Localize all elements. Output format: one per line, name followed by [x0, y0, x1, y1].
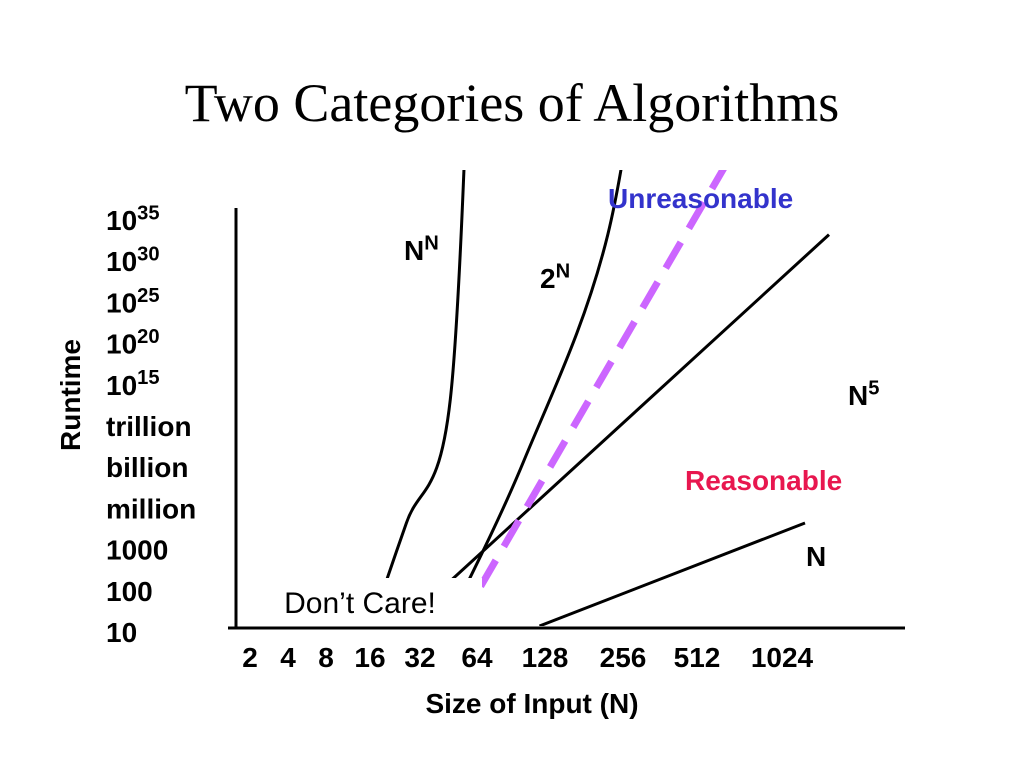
x-tick-label: 256	[600, 642, 647, 673]
unreasonable-label: Unreasonable	[608, 183, 793, 214]
y-tick-label: 1020	[106, 326, 160, 360]
page-title: Two Categories of Algorithms	[184, 73, 840, 133]
y-tick-label: 1035	[106, 202, 160, 236]
y-tick-label: 1000	[106, 535, 168, 566]
x-tick-label: 8	[318, 642, 334, 673]
series-n-to-the-n-label: NN	[404, 232, 439, 266]
y-tick-label: 1015	[106, 367, 160, 401]
x-tick-label: 2	[242, 642, 258, 673]
y-tick-label: 1025	[106, 285, 160, 319]
y-tick-label: 1030	[106, 244, 160, 278]
series-n-to-the-5-line	[422, 233, 831, 607]
series-n-to-the-n-line	[369, 170, 466, 626]
x-tick-label: 4	[280, 642, 296, 673]
series-n-line	[538, 521, 806, 626]
x-tick-label: 16	[354, 642, 385, 673]
y-tick-label: million	[106, 493, 196, 524]
series-2-to-the-n-label: 2N	[540, 260, 570, 294]
reasonable-boundary-line	[454, 170, 727, 626]
y-tick-label: billion	[106, 452, 188, 483]
dont-care-label: Don’t Care!	[284, 587, 436, 620]
series-n-to-the-5-label: N5	[848, 377, 879, 411]
dont-care-box	[242, 578, 482, 626]
series-n-label: N	[806, 541, 826, 572]
x-tick-label: 512	[674, 642, 721, 673]
y-tick-label: 100	[106, 576, 153, 607]
x-tick-label: 128	[522, 642, 569, 673]
x-tick-label: 1024	[751, 642, 814, 673]
x-axis-title: Size of Input (N)	[425, 688, 638, 719]
x-tick-label: 64	[461, 642, 493, 673]
series-2-to-the-n-line	[445, 170, 623, 626]
reasonable-label: Reasonable	[685, 465, 842, 496]
y-axis-title: Runtime	[55, 339, 86, 451]
x-tick-label: 32	[404, 642, 435, 673]
y-tick-label: 10	[106, 617, 137, 648]
y-tick-label: trillion	[106, 411, 192, 442]
